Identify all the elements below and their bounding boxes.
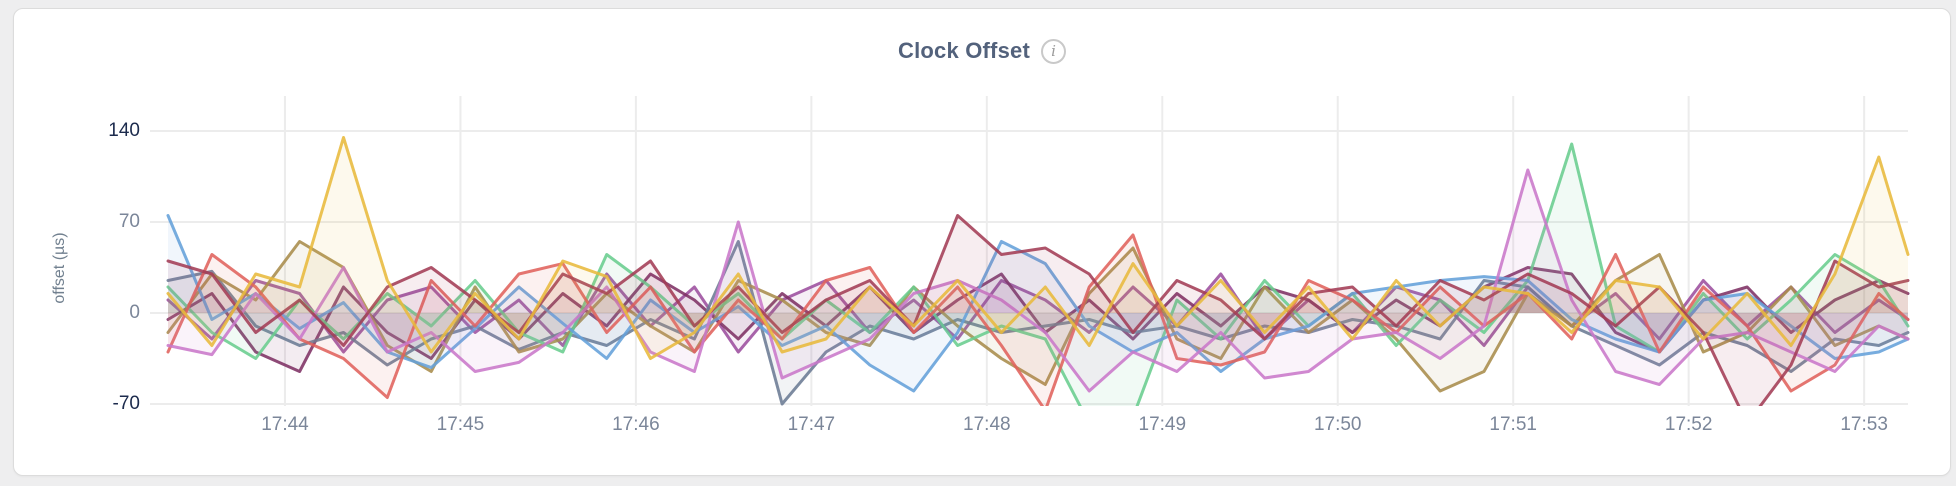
series-layer <box>166 136 1910 424</box>
series-area-green <box>168 144 1908 406</box>
chart-title: Clock Offset <box>898 38 1030 63</box>
series-line-maroon[interactable] <box>166 214 1910 424</box>
series-area-orchid <box>168 170 1908 391</box>
series-area-plum <box>168 267 1908 372</box>
chart-card: Clock Offset i offset (µs) <box>13 8 1951 476</box>
series-line-orchid[interactable] <box>166 168 1910 393</box>
info-icon[interactable]: i <box>1040 38 1066 64</box>
series-line-green[interactable] <box>166 142 1910 424</box>
series-area-blue <box>168 215 1908 391</box>
series-area-red <box>168 235 1908 406</box>
series-area-khaki <box>168 241 1908 391</box>
series-area-slate <box>168 241 1908 404</box>
series-area-gold <box>168 137 1908 359</box>
series-line-slate[interactable] <box>166 240 1910 406</box>
series-line-blue[interactable] <box>166 214 1910 393</box>
series-line-gold[interactable] <box>166 136 1910 360</box>
series-area-maroon <box>168 215 1908 406</box>
chart-header: Clock Offset i <box>14 35 1950 67</box>
info-icon-glyph: i <box>1051 41 1056 60</box>
